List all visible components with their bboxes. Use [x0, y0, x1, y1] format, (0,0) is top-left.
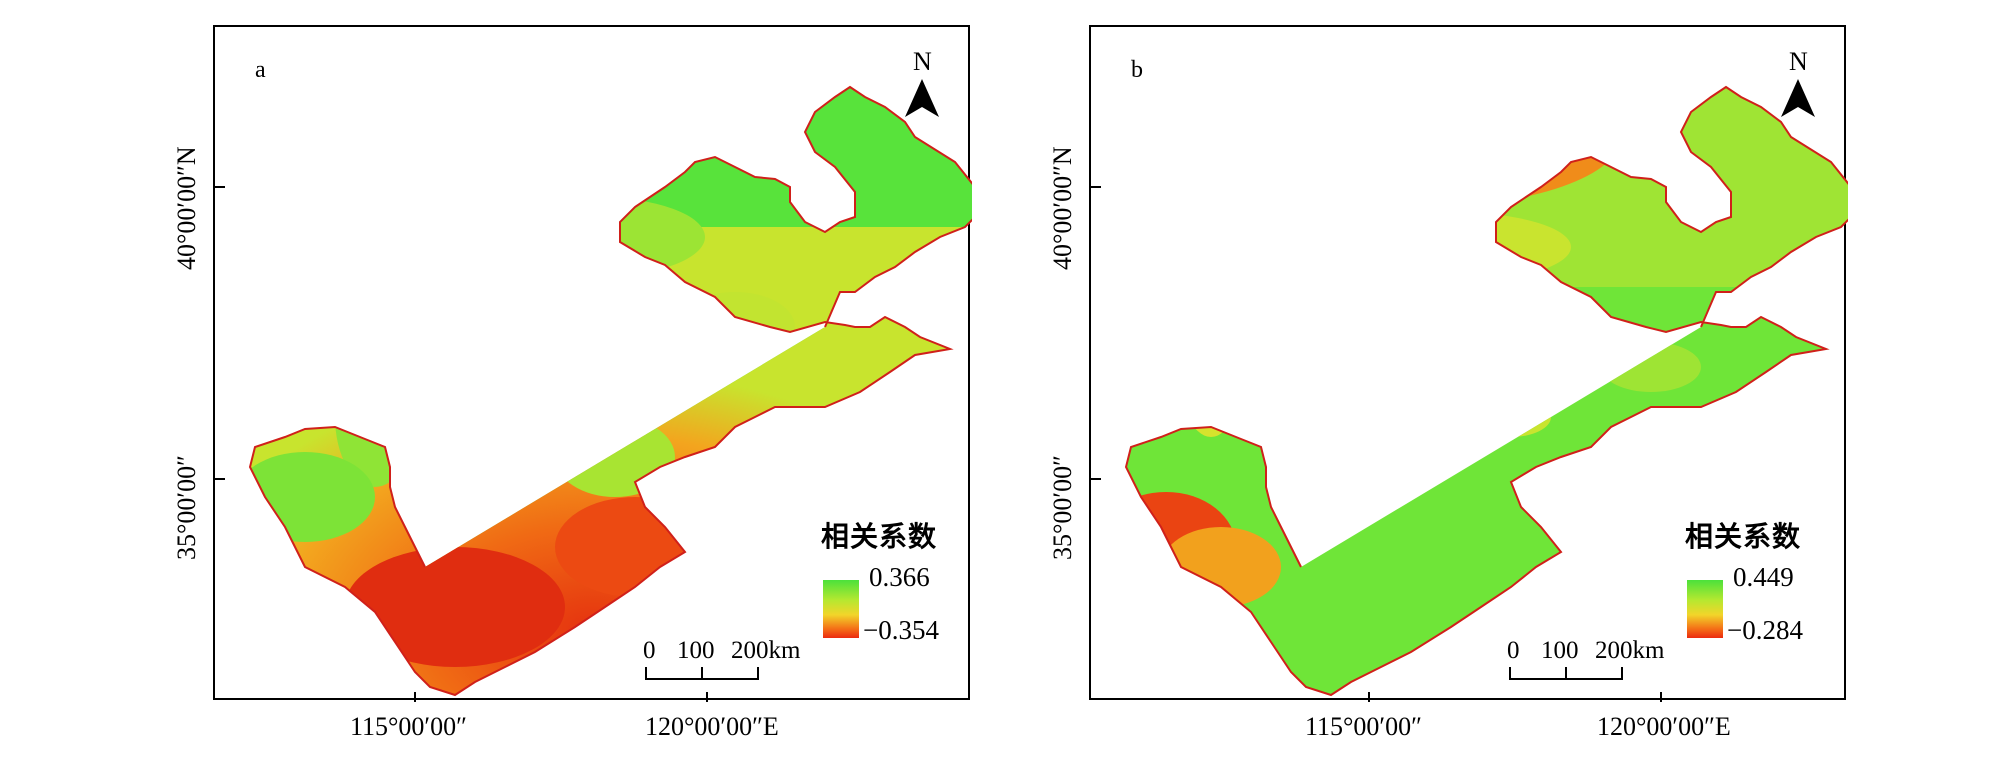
- legend-min-value: −0.354: [863, 615, 939, 645]
- north-label: N: [1789, 47, 1808, 76]
- legend-title: 相关系数: [1685, 520, 1802, 553]
- axis-ticks-a: [215, 186, 708, 702]
- lat-label-40: 40°00′00″N: [1048, 146, 1077, 270]
- lon-label-120: 120°00′00″E: [1597, 712, 1731, 741]
- lon-label-115: 115°00′00″: [350, 712, 467, 741]
- north-arrow-icon: [905, 79, 939, 117]
- scale-label-200km: 200km: [1595, 637, 1665, 664]
- lat-label-40: 40°00′00″N: [172, 146, 201, 270]
- scale-label-200km: 200km: [731, 637, 801, 664]
- north-arrow-icon: [1781, 79, 1815, 117]
- lon-label-120: 120°00′00″E: [645, 712, 779, 741]
- legend-max-value: 0.449: [1733, 562, 1794, 592]
- lat-label-35: 35°00′00″: [1048, 455, 1077, 560]
- scale-bar: [1509, 667, 1623, 680]
- panel-label-b: b: [1131, 57, 1143, 83]
- legend-title: 相关系数: [821, 520, 938, 553]
- panel-label-a: a: [255, 57, 266, 83]
- scale-label-0: 0: [1507, 637, 1520, 664]
- north-label: N: [913, 47, 932, 76]
- map-panel-a: a N 相关系数 0.366 −0.354 0 100 200km: [213, 25, 972, 702]
- scale-label-0: 0: [643, 637, 656, 664]
- region-border: [1124, 85, 1848, 697]
- lat-label-35: 35°00′00″: [172, 455, 201, 560]
- region-border: [248, 85, 972, 697]
- lon-label-115: 115°00′00″: [1305, 712, 1422, 741]
- scale-label-100: 100: [1541, 637, 1579, 664]
- map-panel-b: b N 相关系数 0.449 −0.284 0 100 200km: [1089, 25, 1848, 702]
- scale-bar: [645, 667, 759, 680]
- legend-min-value: −0.284: [1727, 615, 1803, 645]
- legend-max-value: 0.366: [869, 562, 930, 592]
- legend-colorbar: [823, 580, 859, 638]
- region-map-a: [248, 85, 972, 697]
- region-map-b: [1124, 85, 1848, 697]
- axis-ticks-b: [1091, 186, 1662, 702]
- scale-label-100: 100: [677, 637, 715, 664]
- legend-colorbar: [1687, 580, 1723, 638]
